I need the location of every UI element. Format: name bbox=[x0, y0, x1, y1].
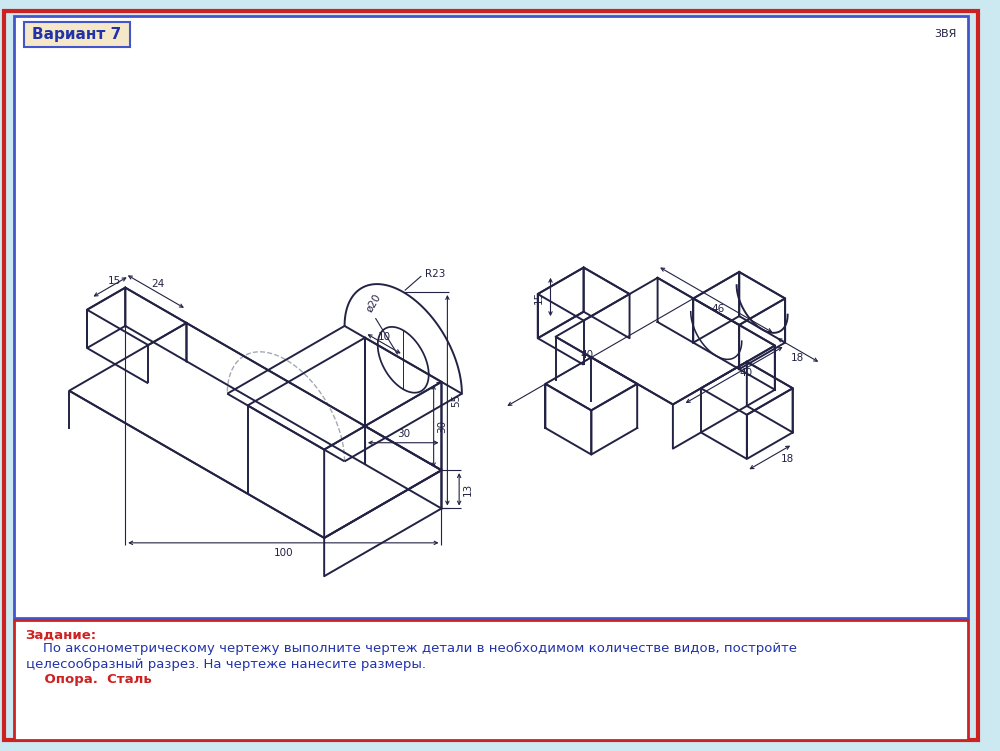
Text: 30: 30 bbox=[397, 429, 410, 439]
Text: 100: 100 bbox=[274, 547, 293, 558]
Text: R23: R23 bbox=[425, 270, 445, 279]
Text: 18: 18 bbox=[791, 353, 804, 363]
FancyBboxPatch shape bbox=[4, 11, 978, 740]
Text: По аксонометрическому чертежу выполните чертеж детали в необходимом количестве в: По аксонометрическому чертежу выполните … bbox=[26, 642, 797, 655]
Text: 46: 46 bbox=[712, 303, 725, 314]
FancyBboxPatch shape bbox=[14, 620, 968, 740]
Text: 40: 40 bbox=[739, 368, 752, 378]
Text: Опора.  Сталь: Опора. Сталь bbox=[26, 674, 151, 686]
Text: 18: 18 bbox=[781, 454, 794, 464]
Text: 15: 15 bbox=[107, 276, 121, 286]
Text: ø20: ø20 bbox=[365, 292, 383, 314]
Text: 55: 55 bbox=[451, 394, 461, 407]
Text: Вариант 7: Вариант 7 bbox=[32, 27, 121, 42]
Text: 10: 10 bbox=[378, 332, 391, 342]
Text: целесообразный разрез. На чертеже нанесите размеры.: целесообразный разрез. На чертеже нанеси… bbox=[26, 658, 426, 671]
Text: 40: 40 bbox=[580, 351, 594, 360]
FancyBboxPatch shape bbox=[24, 22, 130, 47]
Text: Задание:: Задание: bbox=[26, 629, 97, 641]
Text: 3ВЯ: 3ВЯ bbox=[935, 29, 957, 40]
Text: 30: 30 bbox=[437, 420, 447, 433]
Text: 13: 13 bbox=[463, 483, 473, 496]
FancyBboxPatch shape bbox=[14, 16, 968, 618]
Text: 24: 24 bbox=[151, 279, 164, 288]
Text: 15: 15 bbox=[534, 291, 544, 303]
